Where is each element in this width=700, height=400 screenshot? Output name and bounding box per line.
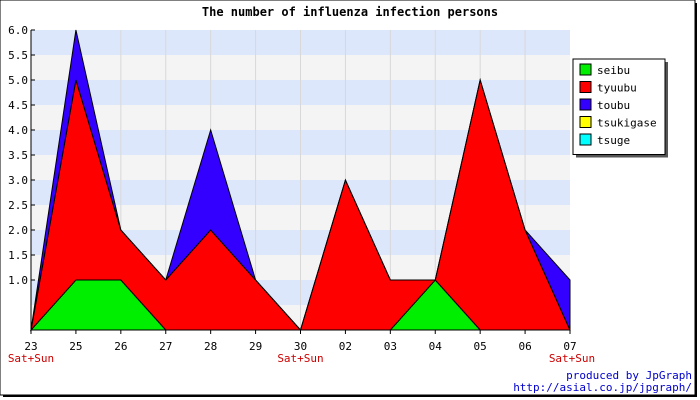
area-toubu bbox=[30, 29, 571, 331]
weekend-label: Sat+Sun bbox=[549, 352, 595, 365]
y-tick-label: 3.0 bbox=[8, 174, 28, 187]
legend-swatch-tsukigase bbox=[579, 116, 592, 128]
credit-line-2[interactable]: http://asial.co.jp/jpgraph/ bbox=[513, 381, 692, 394]
x-tick-label: 27 bbox=[159, 340, 172, 353]
y-tick-label: 2.0 bbox=[8, 224, 28, 237]
legend-swatch-toubu bbox=[579, 98, 592, 111]
y-tick-label: 4.0 bbox=[8, 124, 28, 137]
y-tick-labels: 1.0 1.5 2.0 2.5 3.0 3.5 4.0 4.5 5.0 5.5 6.0 bbox=[8, 24, 35, 287]
legend-swatch-seibu bbox=[579, 63, 592, 76]
x-tick-label: 28 bbox=[204, 340, 217, 353]
legend-swatch-tsuge bbox=[579, 133, 592, 146]
x-tick-label: 30 bbox=[294, 340, 307, 353]
x-tick-label: 05 bbox=[474, 340, 487, 353]
y-tick-label: 6.0 bbox=[8, 24, 28, 37]
legend: seibu tyuubu toubu tsukigase tsuge bbox=[572, 58, 668, 158]
x-tick-label: 25 bbox=[69, 340, 82, 353]
legend-label-toubu: toubu bbox=[597, 99, 630, 112]
y-tick-label: 2.5 bbox=[8, 199, 28, 212]
chart-title: The number of influenza infection person… bbox=[202, 5, 498, 19]
x-tick-label: 29 bbox=[249, 340, 262, 353]
y-tick-label: 1.0 bbox=[8, 274, 28, 287]
x-tick-label: 02 bbox=[339, 340, 352, 353]
legend-label-tsuge: tsuge bbox=[597, 134, 630, 147]
y-tick-label: 4.5 bbox=[8, 99, 28, 112]
y-tick-label: 5.5 bbox=[8, 49, 28, 62]
credit-line-1[interactable]: produced by JpGraph bbox=[566, 369, 692, 382]
x-tick-label: 07 bbox=[563, 340, 576, 353]
y-tick-label: 3.5 bbox=[8, 149, 28, 162]
legend-swatch-tyuubu bbox=[579, 81, 592, 93]
legend-label-tyuubu: tyuubu bbox=[597, 82, 637, 95]
weekend-label: Sat+Sun bbox=[8, 352, 54, 365]
y-tick-label: 1.5 bbox=[8, 249, 28, 262]
x-tick-label: 06 bbox=[518, 340, 531, 353]
y-tick-label: 5.0 bbox=[8, 74, 28, 87]
legend-label-seibu: seibu bbox=[597, 64, 630, 77]
x-tick-label: 03 bbox=[384, 340, 397, 353]
weekend-label: Sat+Sun bbox=[277, 352, 323, 365]
x-tick-label: 04 bbox=[429, 340, 443, 353]
legend-label-tsukigase: tsukigase bbox=[597, 117, 657, 130]
x-tick-label: 26 bbox=[114, 340, 127, 353]
x-tick-label: 23 bbox=[24, 340, 37, 353]
